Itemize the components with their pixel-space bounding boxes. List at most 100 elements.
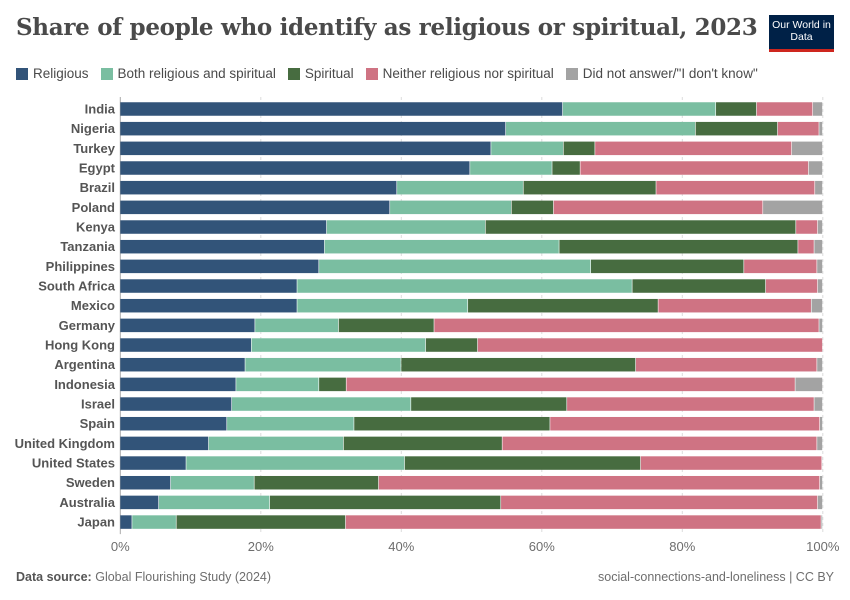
bar-segment[interactable]: [817, 436, 823, 451]
bar-segment[interactable]: [765, 279, 818, 293]
bar-segment[interactable]: [553, 200, 763, 215]
bar-segment[interactable]: [120, 416, 227, 431]
bar-segment[interactable]: [231, 397, 411, 411]
bar-segment[interactable]: [817, 259, 823, 274]
bar-segment[interactable]: [814, 239, 823, 254]
bar-segment[interactable]: [120, 338, 252, 352]
bar-segment[interactable]: [796, 220, 818, 234]
bar-segment[interactable]: [245, 357, 401, 372]
bar-segment[interactable]: [817, 220, 823, 234]
bar-segment[interactable]: [819, 318, 823, 333]
bar-segment[interactable]: [208, 436, 344, 451]
bar-segment[interactable]: [819, 475, 823, 490]
bar-segment[interactable]: [744, 259, 817, 274]
bar-segment[interactable]: [808, 161, 823, 175]
bar-segment[interactable]: [120, 318, 255, 333]
bar-segment[interactable]: [580, 161, 809, 175]
bar-segment[interactable]: [120, 397, 232, 411]
bar-segment[interactable]: [338, 318, 434, 333]
bar-segment[interactable]: [552, 161, 580, 175]
bar-segment[interactable]: [254, 475, 379, 490]
bar-segment[interactable]: [120, 121, 506, 136]
bar-segment[interactable]: [763, 200, 823, 215]
owid-logo[interactable]: Our World in Data: [769, 15, 834, 52]
bar-segment[interactable]: [390, 200, 511, 215]
bar-segment[interactable]: [470, 161, 552, 175]
bar-segment[interactable]: [120, 220, 327, 234]
bar-segment[interactable]: [120, 495, 159, 510]
bar-segment[interactable]: [817, 495, 823, 510]
bar-segment[interactable]: [346, 377, 795, 392]
bar-segment[interactable]: [819, 121, 823, 136]
bar-segment[interactable]: [401, 357, 636, 372]
bar-segment[interactable]: [817, 279, 823, 293]
bar-segment[interactable]: [468, 298, 658, 313]
bar-segment[interactable]: [404, 456, 641, 470]
bar-segment[interactable]: [158, 495, 270, 510]
footer-license[interactable]: social-connections-and-loneliness | CC B…: [598, 570, 834, 584]
bar-segment[interactable]: [120, 357, 245, 372]
bar-segment[interactable]: [716, 102, 757, 116]
bar-segment[interactable]: [176, 515, 346, 529]
bar-segment[interactable]: [511, 200, 554, 215]
bar-segment[interactable]: [812, 102, 823, 116]
legend-item-no-answer[interactable]: Did not answer/"I don't know": [565, 66, 758, 81]
bar-segment[interactable]: [411, 397, 567, 411]
bar-segment[interactable]: [120, 279, 297, 293]
bar-segment[interactable]: [485, 220, 796, 234]
bar-segment[interactable]: [120, 161, 470, 175]
legend-item-spiritual[interactable]: Spiritual: [287, 66, 354, 81]
bar-segment[interactable]: [120, 515, 132, 529]
bar-segment[interactable]: [815, 180, 823, 195]
bar-segment[interactable]: [795, 377, 823, 392]
bar-segment[interactable]: [567, 397, 814, 411]
bar-segment[interactable]: [814, 397, 823, 411]
legend-item-neither[interactable]: Neither religious nor spiritual: [365, 66, 554, 81]
bar-segment[interactable]: [326, 220, 485, 234]
bar-segment[interactable]: [227, 416, 354, 431]
bar-segment[interactable]: [640, 456, 822, 470]
bar-segment[interactable]: [756, 102, 813, 116]
bar-segment[interactable]: [425, 338, 478, 352]
bar-segment[interactable]: [632, 279, 766, 293]
bar-segment[interactable]: [236, 377, 319, 392]
bar-segment[interactable]: [120, 456, 186, 470]
bar-segment[interactable]: [523, 180, 656, 195]
bar-segment[interactable]: [695, 121, 778, 136]
bar-segment[interactable]: [378, 475, 820, 490]
bar-segment[interactable]: [297, 279, 632, 293]
bar-segment[interactable]: [477, 338, 823, 352]
bar-segment[interactable]: [635, 357, 817, 372]
bar-segment[interactable]: [251, 338, 426, 352]
bar-segment[interactable]: [269, 495, 501, 510]
bar-segment[interactable]: [345, 515, 821, 529]
bar-segment[interactable]: [120, 298, 297, 313]
legend-item-both[interactable]: Both religious and spiritual: [100, 66, 276, 81]
bar-segment[interactable]: [491, 141, 563, 156]
bar-segment[interactable]: [343, 436, 502, 451]
bar-segment[interactable]: [559, 239, 798, 254]
bar-segment[interactable]: [595, 141, 792, 156]
bar-segment[interactable]: [550, 416, 820, 431]
bar-segment[interactable]: [255, 318, 339, 333]
bar-segment[interactable]: [563, 141, 595, 156]
source-text[interactable]: Global Flourishing Study (2024): [95, 570, 272, 584]
bar-segment[interactable]: [120, 102, 563, 116]
bar-segment[interactable]: [658, 298, 811, 313]
bar-segment[interactable]: [120, 141, 491, 156]
bar-segment[interactable]: [120, 259, 319, 274]
bar-segment[interactable]: [819, 416, 823, 431]
bar-segment[interactable]: [297, 298, 468, 313]
bar-segment[interactable]: [791, 141, 823, 156]
bar-segment[interactable]: [811, 298, 823, 313]
bar-segment[interactable]: [319, 377, 346, 392]
bar-segment[interactable]: [120, 180, 397, 195]
bar-segment[interactable]: [590, 259, 744, 274]
bar-segment[interactable]: [434, 318, 819, 333]
bar-segment[interactable]: [817, 357, 823, 372]
bar-segment[interactable]: [397, 180, 523, 195]
bar-segment[interactable]: [821, 515, 823, 529]
bar-segment[interactable]: [186, 456, 405, 470]
bar-segment[interactable]: [132, 515, 176, 529]
bar-segment[interactable]: [562, 102, 716, 116]
